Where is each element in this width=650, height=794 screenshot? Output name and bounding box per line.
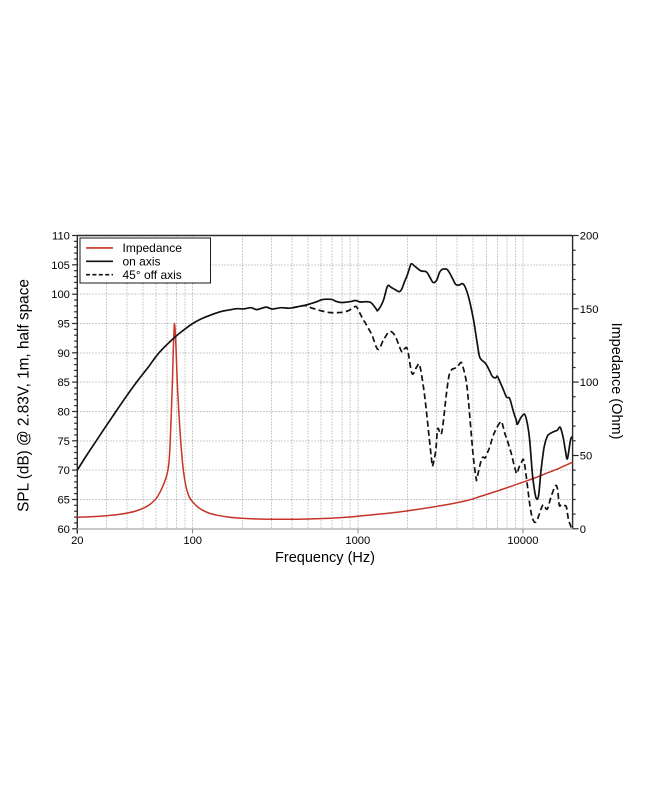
svg-text:60: 60 bbox=[57, 524, 69, 536]
svg-text:80: 80 bbox=[57, 407, 69, 419]
svg-text:70: 70 bbox=[57, 465, 69, 477]
svg-text:Frequency (Hz): Frequency (Hz) bbox=[275, 550, 375, 566]
svg-text:50: 50 bbox=[580, 451, 592, 463]
svg-text:65: 65 bbox=[57, 495, 69, 507]
svg-text:Impedance (Ohm): Impedance (Ohm) bbox=[608, 323, 624, 440]
svg-text:45° off axis: 45° off axis bbox=[123, 268, 182, 282]
svg-text:on axis: on axis bbox=[123, 254, 161, 268]
svg-text:Impedance: Impedance bbox=[123, 241, 183, 255]
svg-text:SPL (dB) @ 2.83V, 1m, half spa: SPL (dB) @ 2.83V, 1m, half space bbox=[16, 279, 33, 512]
svg-text:10000: 10000 bbox=[507, 535, 538, 547]
svg-text:95: 95 bbox=[57, 319, 69, 331]
svg-text:105: 105 bbox=[51, 260, 70, 272]
svg-text:0: 0 bbox=[580, 524, 586, 536]
svg-text:100: 100 bbox=[183, 535, 202, 547]
svg-text:90: 90 bbox=[57, 348, 69, 360]
svg-text:200: 200 bbox=[580, 231, 599, 243]
svg-text:100: 100 bbox=[51, 289, 70, 301]
svg-text:110: 110 bbox=[52, 231, 70, 243]
svg-text:75: 75 bbox=[57, 436, 69, 448]
svg-text:20: 20 bbox=[71, 535, 83, 547]
svg-text:100: 100 bbox=[580, 377, 599, 389]
svg-text:85: 85 bbox=[57, 377, 69, 389]
svg-text:1000: 1000 bbox=[345, 535, 370, 547]
svg-text:150: 150 bbox=[580, 304, 599, 316]
